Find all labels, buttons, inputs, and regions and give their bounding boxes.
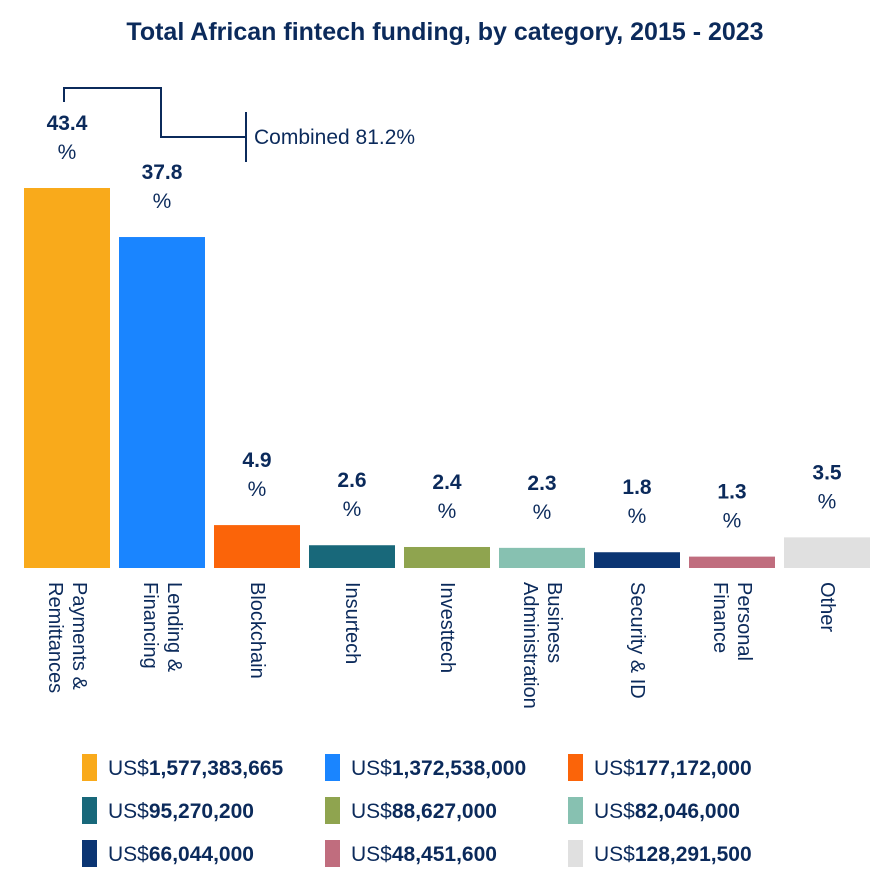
data-label: 43.4 bbox=[47, 112, 88, 135]
legend-swatch bbox=[82, 754, 97, 781]
data-label-unit: % bbox=[628, 505, 647, 528]
bar bbox=[594, 552, 680, 568]
legend: US$1,577,383,665 US$1,372,538,000 US$177,1… bbox=[82, 754, 752, 867]
bar-group bbox=[24, 188, 870, 568]
legend-currency: US$ bbox=[594, 800, 635, 823]
tick-label: Security & ID bbox=[626, 582, 648, 699]
legend-currency: US$ bbox=[108, 757, 149, 780]
legend-entry: US$95,270,200 bbox=[108, 800, 254, 823]
legend-swatch bbox=[82, 797, 97, 824]
data-label-unit: % bbox=[248, 478, 267, 501]
tick-label: Finance bbox=[709, 582, 731, 653]
tick-label: Insurtech bbox=[341, 582, 363, 664]
legend-swatch bbox=[568, 797, 583, 824]
bar bbox=[214, 525, 300, 568]
data-label-unit: % bbox=[343, 498, 362, 521]
tick-label: Other bbox=[816, 582, 838, 632]
legend-amount: 66,044,000 bbox=[149, 843, 254, 866]
combined-annotation: Combined 81.2% bbox=[63, 87, 415, 162]
legend-currency: US$ bbox=[351, 800, 392, 823]
combined-bracket bbox=[63, 87, 247, 162]
legend-currency: US$ bbox=[594, 843, 635, 866]
value-label-group: 43.4% 37.8% 4.9% 2.6% 2.4% 2.3% 1.8% 1.3% 3.5% bbox=[47, 112, 842, 533]
legend-amount: 48,451,600 bbox=[392, 843, 497, 866]
data-label: 2.4 bbox=[432, 471, 462, 494]
bar bbox=[784, 537, 870, 568]
tick-label: Lending & bbox=[163, 582, 185, 673]
legend-swatch bbox=[82, 840, 97, 867]
legend-swatch bbox=[325, 797, 340, 824]
tick-label: Administration bbox=[519, 582, 541, 709]
data-label: 2.6 bbox=[337, 469, 366, 492]
legend-entry: US$88,627,000 bbox=[351, 800, 497, 823]
legend-currency: US$ bbox=[108, 800, 149, 823]
legend-amount: 128,291,500 bbox=[635, 843, 752, 866]
data-label-unit: % bbox=[58, 141, 77, 164]
data-label: 1.3 bbox=[717, 481, 746, 504]
legend-currency: US$ bbox=[351, 843, 392, 866]
legend-currency: US$ bbox=[351, 757, 392, 780]
legend-amount: 95,270,200 bbox=[149, 800, 254, 823]
tick-label: Investtech bbox=[436, 582, 458, 673]
data-label-unit: % bbox=[533, 501, 552, 524]
legend-amount: 1,577,383,665 bbox=[149, 757, 284, 780]
bar bbox=[499, 547, 585, 568]
bar bbox=[119, 237, 205, 568]
bar bbox=[24, 188, 110, 568]
tick-label: Remittances bbox=[44, 582, 66, 693]
data-label: 3.5 bbox=[812, 461, 842, 484]
bar bbox=[309, 545, 395, 568]
data-label-unit: % bbox=[438, 500, 457, 523]
legend-amount: 88,627,000 bbox=[392, 800, 497, 823]
legend-entry: US$1,577,383,665 bbox=[108, 757, 283, 780]
tick-label: Personal bbox=[733, 582, 755, 661]
legend-amount: 82,046,000 bbox=[635, 800, 740, 823]
legend-entry: US$128,291,500 bbox=[594, 843, 752, 866]
data-label-unit: % bbox=[153, 190, 172, 213]
legend-swatch bbox=[325, 840, 340, 867]
data-label: 1.8 bbox=[622, 476, 652, 499]
tick-label: Business bbox=[543, 582, 565, 663]
legend-swatch bbox=[568, 754, 583, 781]
legend-entry: US$48,451,600 bbox=[351, 843, 497, 866]
legend-entry: US$82,046,000 bbox=[594, 800, 740, 823]
tick-label: Blockchain bbox=[246, 582, 268, 679]
legend-amount: 1,372,538,000 bbox=[392, 757, 526, 780]
legend-amount: 177,172,000 bbox=[635, 757, 752, 780]
data-label: 2.3 bbox=[527, 472, 556, 495]
legend-entry: US$66,044,000 bbox=[108, 843, 254, 866]
data-label: 4.9 bbox=[242, 449, 271, 472]
legend-entry: US$177,172,000 bbox=[594, 757, 752, 780]
data-label: 37.8 bbox=[142, 161, 183, 184]
legend-swatch bbox=[568, 840, 583, 867]
legend-swatch bbox=[325, 754, 340, 781]
legend-entry: US$1,372,538,000 bbox=[351, 757, 526, 780]
chart-title: Total African fintech funding, by catego… bbox=[126, 18, 763, 46]
data-label-unit: % bbox=[818, 490, 837, 513]
combined-annotation-text: Combined 81.2% bbox=[254, 126, 415, 149]
bar bbox=[404, 546, 490, 568]
legend-currency: US$ bbox=[594, 757, 635, 780]
data-label-unit: % bbox=[723, 510, 742, 533]
tick-label: Financing bbox=[139, 582, 161, 669]
legend-currency: US$ bbox=[108, 843, 149, 866]
tick-label: Payments & bbox=[68, 582, 90, 690]
category-label-group: Payments &Remittances Lending &Financing B… bbox=[44, 582, 838, 709]
bar bbox=[689, 556, 775, 568]
